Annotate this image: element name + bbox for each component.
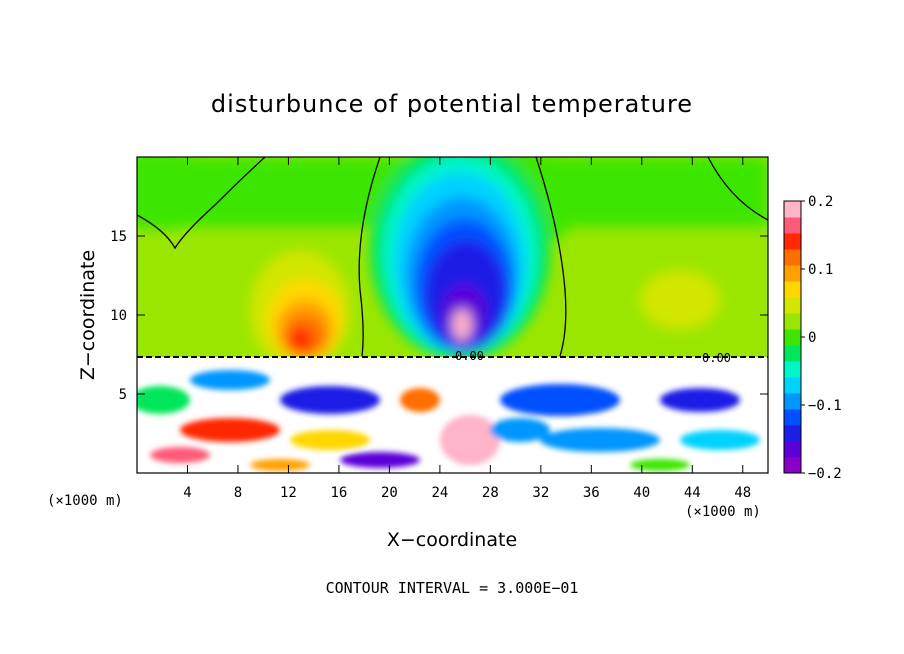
y-axis: 5 10 15 xyxy=(110,229,768,403)
colorbar-tick-label: −0.1 xyxy=(808,398,842,414)
contour-interval: CONTOUR INTERVAL = 3.000E−01 xyxy=(326,579,579,597)
turbulent-field xyxy=(137,370,760,471)
x-tick-label: 24 xyxy=(431,485,448,501)
colorbar-swatch xyxy=(784,409,801,426)
colorbar-swatch xyxy=(784,297,801,314)
contour-label-1: 0.00 xyxy=(455,349,484,363)
colorbar-tick-label: −0.2 xyxy=(808,466,842,482)
colorbar-swatch xyxy=(784,233,801,250)
colorbar: 0.2 0.1 0 −0.1 −0.2 xyxy=(783,194,842,482)
x-tick-label: 44 xyxy=(684,485,701,501)
colorbar-swatch xyxy=(784,361,801,378)
x-axis-label: X−coordinate xyxy=(387,529,517,551)
x-axis: 4 8 12 16 20 24 28 32 36 40 44 48 xyxy=(183,157,751,501)
colorbar-swatch xyxy=(784,377,801,394)
x-unit-right: (×1000 m) xyxy=(685,504,761,520)
colorbar-swatch xyxy=(784,265,801,282)
x-tick-label: 48 xyxy=(734,485,751,501)
x-tick-label: 32 xyxy=(532,485,549,501)
plot-area: 0.00 0.00 xyxy=(137,157,768,473)
x-tick-label: 28 xyxy=(482,485,499,501)
contour-lines xyxy=(137,157,768,357)
colorbar-tick-label: 0 xyxy=(808,330,816,346)
y-axis-label: Z−coordinate xyxy=(77,250,99,380)
x-tick-label: 12 xyxy=(280,485,297,501)
upper-field xyxy=(137,157,768,370)
colorbar-swatch xyxy=(784,217,801,234)
y-tick-label: 15 xyxy=(110,229,127,245)
x-tick-label: 20 xyxy=(381,485,398,501)
colorbar-swatch xyxy=(784,249,801,266)
chart-title: disturbunce of potential temperature xyxy=(211,90,693,118)
x-tick-label: 8 xyxy=(234,485,242,501)
contour-label-2: 0.00 xyxy=(702,351,731,365)
x-tick-label: 16 xyxy=(330,485,347,501)
x-tick-label: 4 xyxy=(183,485,191,501)
colorbar-swatch xyxy=(784,345,801,362)
colorbar-swatch xyxy=(784,393,801,410)
x-tick-label: 40 xyxy=(633,485,650,501)
colorbar-swatch xyxy=(784,441,801,458)
colorbar-swatch xyxy=(784,425,801,442)
x-unit-left: (×1000 m) xyxy=(47,493,123,509)
colorbar-tick-label: 0.1 xyxy=(808,262,833,278)
y-tick-label: 10 xyxy=(110,308,127,324)
y-tick-label: 5 xyxy=(119,387,127,403)
colorbar-swatch xyxy=(784,329,801,346)
colorbar-swatch xyxy=(784,457,801,474)
colorbar-swatch xyxy=(784,313,801,330)
x-tick-label: 36 xyxy=(583,485,600,501)
colorbar-tick-label: 0.2 xyxy=(808,194,833,210)
colorbar-swatch xyxy=(784,281,801,298)
colorbar-swatch xyxy=(784,201,801,218)
